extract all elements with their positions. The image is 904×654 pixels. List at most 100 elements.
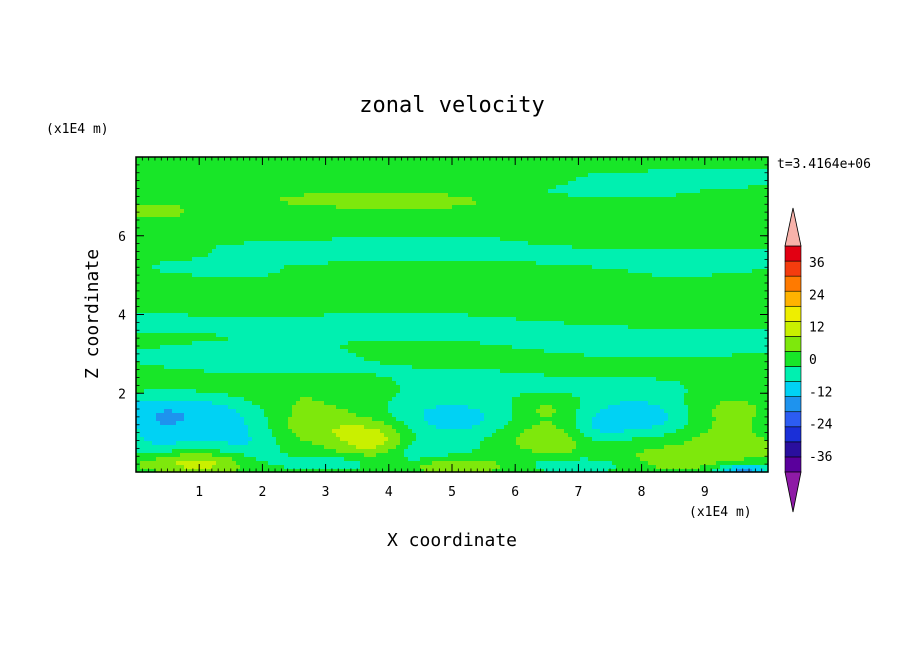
contour-cell (144, 437, 253, 442)
contour-cell (136, 453, 181, 458)
contour-cell (264, 409, 293, 414)
contour-cell (252, 437, 277, 442)
contour-cell (136, 409, 165, 414)
contour-cell (656, 465, 701, 470)
contour-cell (572, 393, 685, 398)
contour-cell (648, 401, 685, 406)
contour-cell (136, 237, 333, 242)
contour-cell (136, 221, 769, 226)
contour-cell (356, 445, 377, 450)
contour-cell (136, 353, 357, 358)
contour-cell (448, 453, 637, 458)
contour-cell (360, 465, 421, 470)
contour-cell (484, 437, 517, 442)
contour-cell (756, 413, 769, 418)
contour-cell (688, 413, 713, 418)
colorbar-over-arrow (784, 207, 802, 247)
contour-cell (164, 409, 173, 414)
contour-cell (592, 437, 633, 442)
contour-cell (512, 401, 581, 406)
contour-cell (392, 377, 657, 382)
contour-cell (684, 397, 769, 402)
contour-cell (136, 405, 229, 410)
contour-cell (160, 345, 341, 350)
contour-cell (576, 417, 593, 422)
contour-cell (576, 177, 769, 182)
contour-cell (564, 429, 581, 434)
contour-cell (688, 417, 717, 422)
contour-cell (708, 429, 753, 434)
contour-cell (480, 445, 521, 450)
contour-cell (196, 389, 401, 394)
contour-cell (656, 377, 769, 382)
contour-cell (184, 413, 241, 418)
contour-cell (476, 201, 769, 206)
contour-cell (496, 429, 525, 434)
contour-cell (356, 413, 393, 418)
contour-cell (136, 429, 141, 434)
contour-cell (548, 189, 701, 194)
contour-cell (228, 393, 397, 398)
contour-cell (280, 269, 629, 274)
contour-cell (136, 301, 769, 306)
x-tick-label: 2 (258, 485, 266, 500)
contour-cell (592, 421, 665, 426)
contour-cell (592, 425, 653, 430)
contour-cell (136, 249, 213, 254)
contour-cell (360, 461, 433, 466)
contour-cell (136, 217, 769, 222)
x-axis-ticks: 1 2 3 4 5 6 7 8 9 (195, 157, 709, 500)
contour-cell (416, 437, 485, 442)
contour-cell (136, 345, 161, 350)
contour-cell (376, 453, 405, 458)
contour-cell (408, 457, 421, 462)
contour-cell (668, 417, 689, 422)
contour-cell (344, 457, 409, 462)
contour-cell (180, 213, 769, 218)
colorbar-tick-label: 0 (809, 353, 817, 368)
contour-cell (448, 193, 569, 198)
contour-cell (512, 413, 541, 418)
contour-cell (760, 465, 769, 470)
colorbar-segment (784, 426, 802, 443)
contour-cell (248, 425, 269, 430)
contour-cell (544, 469, 609, 473)
contour-cell (652, 425, 685, 430)
contour-cell (720, 401, 749, 406)
contour-cell (712, 273, 769, 278)
contour-cell (288, 417, 373, 422)
contour-cell (676, 193, 769, 198)
contour-cell (608, 405, 661, 410)
contour-cell (228, 337, 769, 342)
contour-cell (712, 469, 725, 473)
contour-cell (404, 421, 429, 426)
contour-cell (136, 401, 213, 406)
contour-cell (584, 353, 733, 358)
contour-cell (408, 425, 437, 430)
contour-cell (136, 449, 173, 454)
contour-cell (700, 189, 769, 194)
contour-cell (652, 273, 713, 278)
contour-cell (136, 369, 205, 374)
contour-cell (248, 441, 277, 446)
contour-cell (364, 453, 377, 458)
contour-cell (580, 457, 589, 462)
contour-cell (404, 449, 473, 454)
contour-cell (568, 433, 585, 438)
contour-cell (688, 421, 713, 426)
contour-cell (468, 313, 769, 318)
contour-cell (420, 457, 581, 462)
contour-cell (136, 413, 157, 418)
contour-cell (156, 417, 185, 422)
contour-cell (136, 445, 281, 450)
contour-cell (340, 345, 513, 350)
contour-cell (716, 417, 753, 422)
y-tick-label: 2 (118, 387, 126, 402)
contour-cell (288, 201, 477, 206)
contour-cell (412, 365, 769, 370)
contour-cell (284, 265, 593, 270)
contour-cell (400, 389, 689, 394)
y-tick-label: 6 (118, 230, 126, 245)
contour-cell (588, 173, 769, 178)
contour-cell (136, 329, 769, 334)
